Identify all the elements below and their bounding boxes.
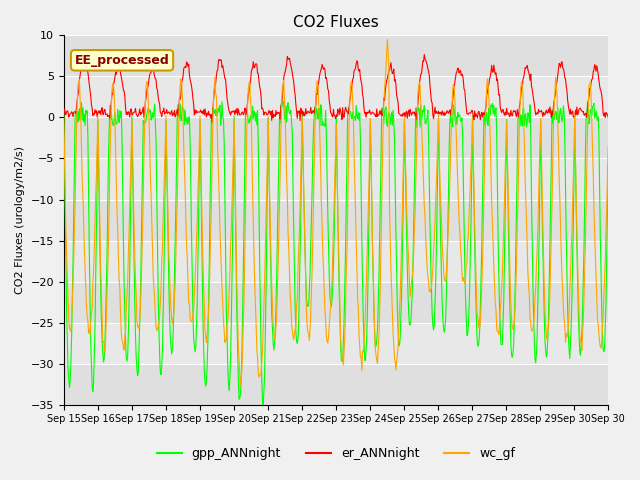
Bar bbox=[64, 36, 608, 76]
Bar bbox=[64, 118, 608, 158]
Legend: gpp_ANNnight, er_ANNnight, wc_gf: gpp_ANNnight, er_ANNnight, wc_gf bbox=[152, 442, 520, 465]
Text: EE_processed: EE_processed bbox=[75, 54, 170, 67]
Y-axis label: CO2 Fluxes (urology/m2/s): CO2 Fluxes (urology/m2/s) bbox=[15, 146, 25, 294]
Bar bbox=[64, 282, 608, 323]
Title: CO2 Fluxes: CO2 Fluxes bbox=[293, 15, 379, 30]
Bar bbox=[64, 364, 608, 405]
Bar bbox=[64, 200, 608, 240]
